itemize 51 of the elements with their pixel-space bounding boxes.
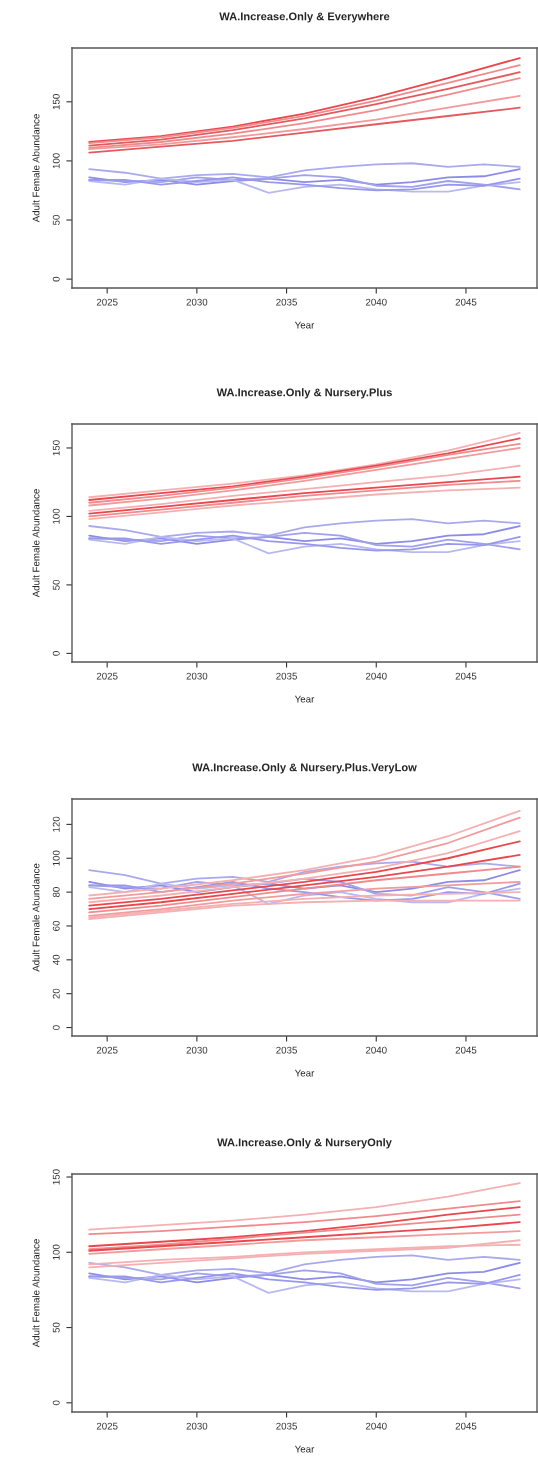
y-tick-label: 100	[52, 508, 60, 524]
x-axis-title: Year	[294, 1069, 315, 1077]
x-tick-label: 2025	[96, 672, 118, 680]
x-tick-label: 2035	[276, 1422, 297, 1430]
y-tick-label: 100	[52, 1244, 60, 1260]
x-tick-label: 2040	[365, 1046, 387, 1054]
chart-title: WA.Increase.Only & Nursery.Plus.VeryLow	[192, 763, 417, 774]
y-tick-label: 120	[52, 816, 60, 832]
y-tick-label: 0	[52, 1025, 60, 1030]
x-axis-title: Year	[294, 695, 315, 703]
y-tick-label: 50	[52, 1322, 60, 1333]
chart-title: WA.Increase.Only & Nursery.Plus	[216, 388, 392, 399]
y-tick-label: 60	[52, 920, 60, 931]
x-tick-label: 2035	[276, 298, 297, 306]
y-axis-title: Adult Female Abundance	[32, 114, 40, 223]
x-tick-label: 2045	[455, 298, 477, 306]
y-tick-label: 40	[52, 954, 60, 965]
y-tick-label: 150	[52, 1169, 60, 1185]
chart-title: WA.Increase.Only & Everywhere	[219, 12, 390, 23]
y-tick-label: 0	[52, 1400, 60, 1406]
x-tick-label: 2045	[455, 1422, 477, 1430]
x-tick-label: 2040	[365, 672, 387, 680]
y-tick-label: 0	[52, 651, 60, 656]
y-tick-label: 0	[52, 276, 60, 282]
y-tick-label: 50	[52, 579, 60, 590]
x-tick-label: 2025	[96, 1046, 118, 1054]
y-tick-label: 150	[52, 440, 60, 456]
x-tick-label: 2035	[276, 1046, 297, 1054]
x-tick-label: 2025	[96, 1422, 118, 1430]
x-tick-label: 2030	[186, 1046, 208, 1054]
chart-title: WA.Increase.Only & NurseryOnly	[217, 1138, 392, 1149]
x-axis-title: Year	[294, 1445, 315, 1453]
y-axis-title: Adult Female Abundance	[32, 1239, 40, 1348]
x-tick-label: 2040	[365, 298, 387, 306]
y-tick-label: 150	[52, 94, 60, 110]
y-tick-label: 100	[52, 850, 60, 866]
y-tick-label: 100	[52, 153, 60, 169]
x-tick-label: 2030	[186, 672, 208, 680]
y-axis-title: Adult Female Abundance	[32, 863, 40, 972]
y-tick-label: 50	[52, 214, 60, 226]
x-tick-label: 2045	[455, 672, 477, 680]
x-tick-label: 2035	[276, 672, 297, 680]
x-tick-label: 2030	[186, 1422, 208, 1430]
y-axis-title: Adult Female Abundance	[32, 489, 40, 598]
y-tick-label: 20	[52, 988, 60, 999]
x-tick-label: 2030	[186, 298, 208, 306]
x-tick-label: 2045	[455, 1046, 477, 1054]
y-tick-label: 80	[52, 887, 60, 898]
x-axis-title: Year	[294, 321, 315, 329]
x-tick-label: 2025	[96, 298, 118, 306]
x-tick-label: 2040	[365, 1422, 387, 1430]
